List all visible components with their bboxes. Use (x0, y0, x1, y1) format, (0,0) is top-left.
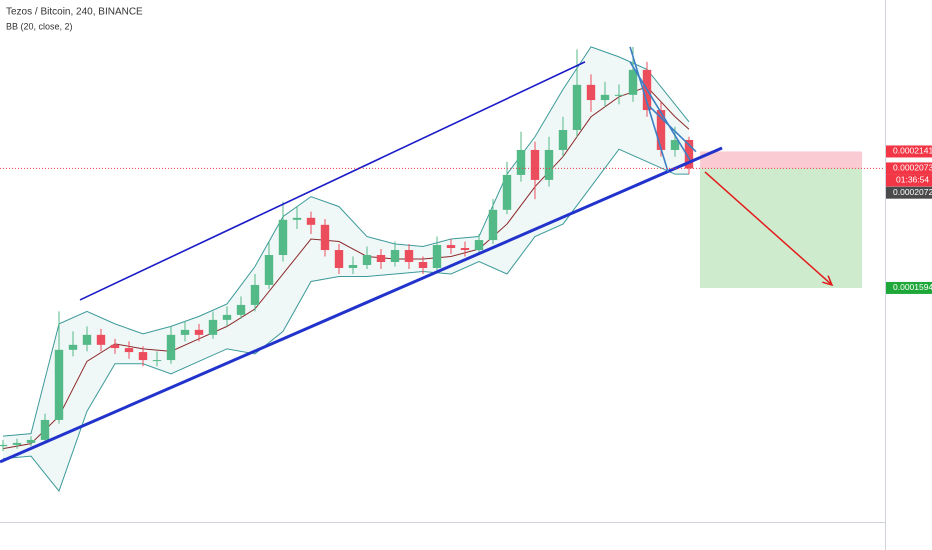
candle-body (600, 94, 610, 101)
candle-body (250, 284, 260, 305)
candle-body (516, 149, 526, 175)
candle-body (460, 248, 470, 251)
candle-body (166, 334, 176, 361)
candle-body (278, 219, 288, 256)
candle-body (68, 344, 78, 350)
candle-body (124, 348, 134, 353)
price-tag (886, 186, 932, 199)
candle-body (138, 352, 148, 361)
candle-body (194, 329, 204, 335)
candle-body (96, 334, 106, 345)
arrow-shaft (704, 171, 833, 286)
candle-body (530, 149, 540, 180)
trend-line (629, 61, 691, 161)
candle-body (614, 94, 624, 96)
price-tag-label: 0.0002072 (893, 187, 932, 197)
candle-body (180, 329, 190, 335)
price-tag (886, 162, 932, 175)
candle-body (26, 439, 36, 443)
axes: 0.0002141 0.0002073 01:36:54 0.0002072 0.000… (886, 145, 932, 294)
trend-line (0, 146, 723, 464)
candle-body (656, 110, 666, 150)
candle-body (586, 84, 596, 101)
chart-title: Tezos / Bitcoin, 240, BINANCE (6, 7, 143, 18)
candle-body (110, 344, 120, 349)
candle-body (222, 314, 232, 320)
candle-body (628, 69, 638, 95)
candle-body (208, 319, 218, 335)
bb-upper (2, 46, 690, 437)
bb-fill (2, 46, 689, 492)
stop-zone (700, 151, 863, 169)
candle-body (306, 217, 316, 225)
candle-body (54, 349, 64, 420)
candle-body (572, 84, 582, 131)
price-tag (886, 145, 932, 158)
candle-body (362, 255, 372, 265)
candle-body (264, 255, 274, 285)
candle-body (12, 442, 22, 445)
candle-body (292, 217, 302, 220)
candle-body (544, 149, 554, 180)
candle-body (474, 240, 484, 251)
candle-body (0, 444, 8, 447)
candle-body (376, 255, 386, 262)
candle-body (488, 209, 498, 241)
countdown-label: 01:36:54 (896, 175, 929, 185)
candle-body (418, 261, 428, 268)
candle-body (684, 139, 694, 169)
candle-body (82, 334, 92, 345)
candle-body (670, 139, 680, 150)
candle-body (236, 304, 246, 315)
candle-body (320, 224, 330, 251)
trend-line (629, 46, 669, 172)
bb-lower (2, 148, 689, 493)
candle-body (558, 130, 568, 150)
candle-body (152, 360, 162, 362)
price-tag-label: 0.0001594 (893, 282, 932, 292)
trend-line (649, 106, 697, 153)
plot (0, 46, 885, 493)
candle-body (40, 419, 50, 440)
target-zone (700, 168, 863, 288)
indicator-label: BB (20, close, 2) (6, 21, 73, 31)
candle-body (446, 245, 456, 249)
candle-body (432, 245, 442, 268)
candle-body (502, 174, 512, 210)
price-tag (886, 281, 932, 294)
candle-body (334, 250, 344, 268)
price-tag-label: 0.0002141 (893, 146, 932, 156)
countdown-tag (886, 174, 932, 187)
candle-body (348, 264, 358, 268)
candle-body (404, 250, 414, 262)
candle-body (390, 250, 400, 262)
arrow-head (822, 275, 834, 287)
bb-middle (2, 86, 690, 450)
price-tag-label: 0.0002073 (893, 163, 932, 173)
trend-line (79, 61, 586, 301)
